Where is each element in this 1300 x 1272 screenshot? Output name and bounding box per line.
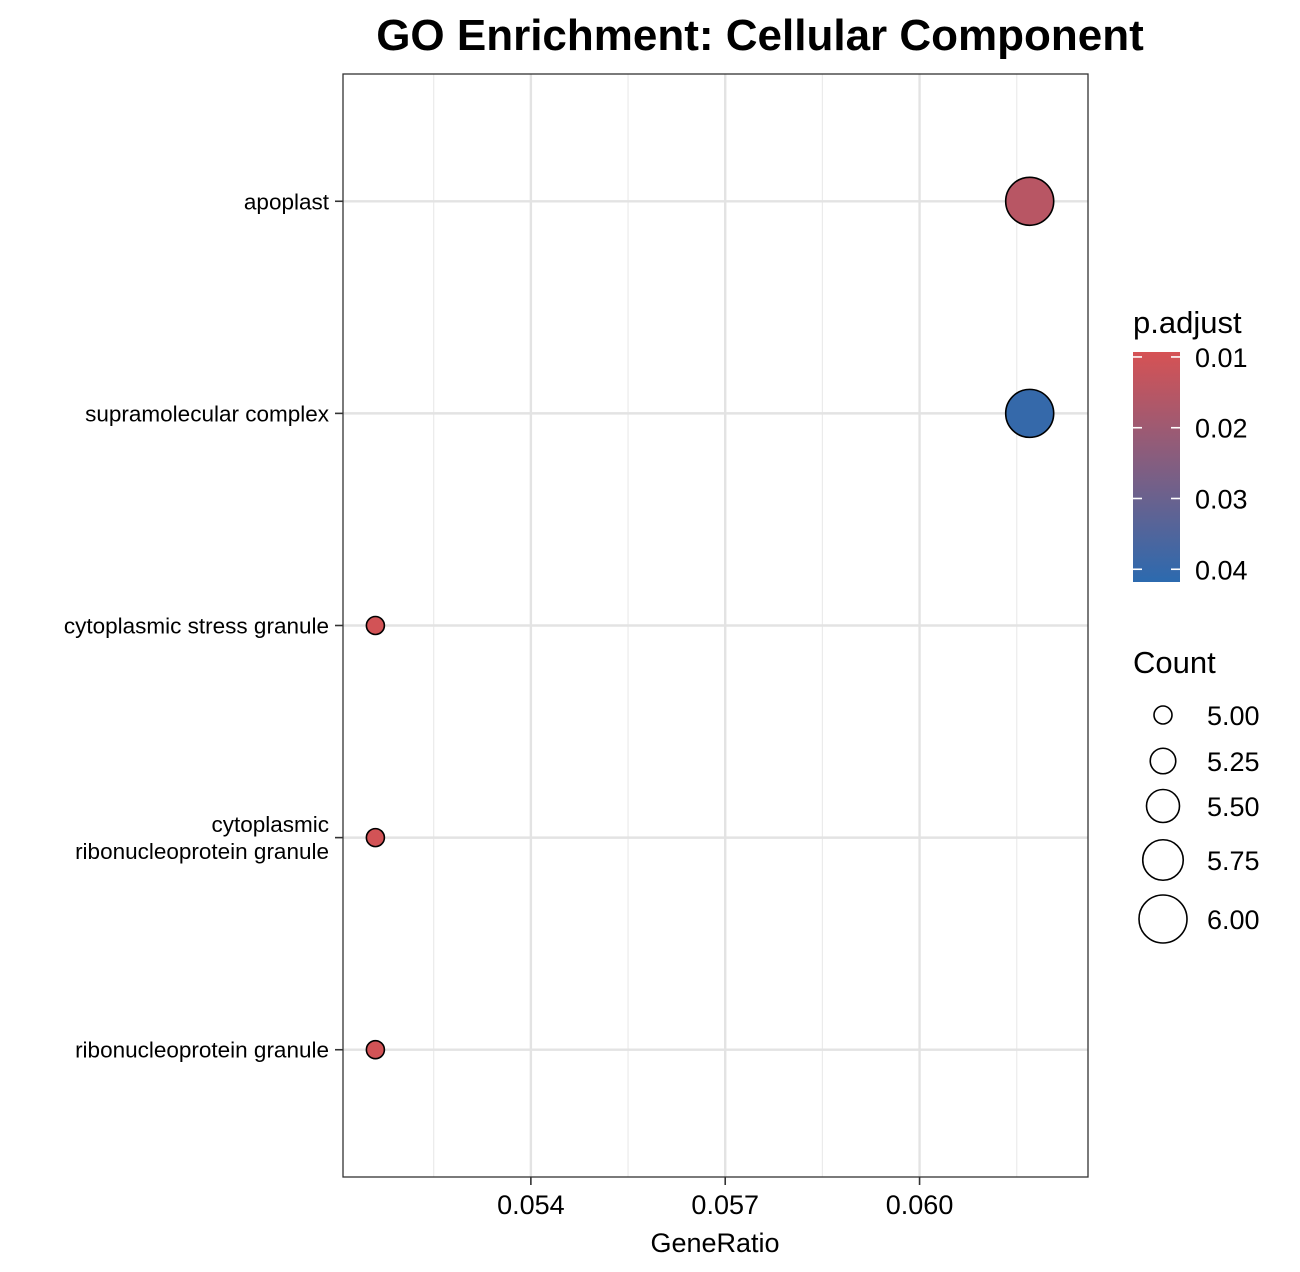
data-point bbox=[365, 827, 386, 848]
color-legend-ticks: 0.01 0.02 0.03 0.04 bbox=[1133, 343, 1248, 585]
y-tick-label: cytoplasmic ribonucleoprotein granule bbox=[75, 812, 329, 864]
size-legend-circle bbox=[1138, 894, 1188, 944]
size-legend-label: 5.50 bbox=[1207, 792, 1260, 822]
size-legend-circle bbox=[1149, 747, 1177, 775]
size-legend-circle bbox=[1145, 788, 1181, 824]
y-tick-label: apoplast bbox=[244, 189, 330, 214]
data-point bbox=[1004, 176, 1055, 227]
color-legend-label: 0.02 bbox=[1195, 414, 1248, 444]
data-point bbox=[365, 1039, 386, 1060]
y-tick-label: ribonucleoprotein granule bbox=[75, 1038, 329, 1063]
x-tick-label: 0.060 bbox=[886, 1190, 954, 1220]
y-axis: apoplast supramolecular complex cytoplasmi… bbox=[64, 189, 343, 1063]
color-legend-label: 0.03 bbox=[1195, 484, 1248, 514]
y-tick-label: cytoplasmic stress granule bbox=[64, 614, 329, 639]
size-legend-label: 5.75 bbox=[1207, 846, 1260, 876]
size-legend-items: 5.00 5.25 5.50 5.75 6.00 bbox=[1138, 701, 1260, 944]
size-legend-label: 5.25 bbox=[1207, 747, 1260, 777]
y-tick-label: supramolecular complex bbox=[85, 401, 330, 426]
data-point bbox=[365, 615, 386, 636]
size-legend-label: 6.00 bbox=[1207, 905, 1260, 935]
size-legend-circle bbox=[1141, 838, 1185, 882]
size-legend: Count 5.00 5.25 5.50 5.75 6.00 bbox=[1133, 645, 1260, 944]
x-tick-label: 0.054 bbox=[497, 1190, 565, 1220]
color-legend-bar bbox=[1133, 352, 1180, 582]
grid-lines bbox=[343, 74, 1088, 1177]
color-legend: p.adjust 0.01 0.02 0.03 0.04 bbox=[1133, 305, 1248, 585]
chart-title: GO Enrichment: Cellular Component bbox=[376, 11, 1144, 60]
color-legend-title: p.adjust bbox=[1133, 305, 1242, 340]
size-legend-circle bbox=[1153, 705, 1173, 725]
size-legend-label: 5.00 bbox=[1207, 701, 1260, 731]
x-axis: 0.054 0.057 0.060 bbox=[497, 1177, 953, 1220]
x-axis-title: GeneRatio bbox=[650, 1228, 779, 1258]
color-legend-label: 0.04 bbox=[1195, 555, 1248, 585]
x-tick-label: 0.057 bbox=[691, 1190, 759, 1220]
size-legend-title: Count bbox=[1133, 645, 1216, 680]
color-legend-label: 0.01 bbox=[1195, 343, 1248, 373]
data-point bbox=[1004, 388, 1055, 439]
data-points bbox=[365, 176, 1055, 1060]
